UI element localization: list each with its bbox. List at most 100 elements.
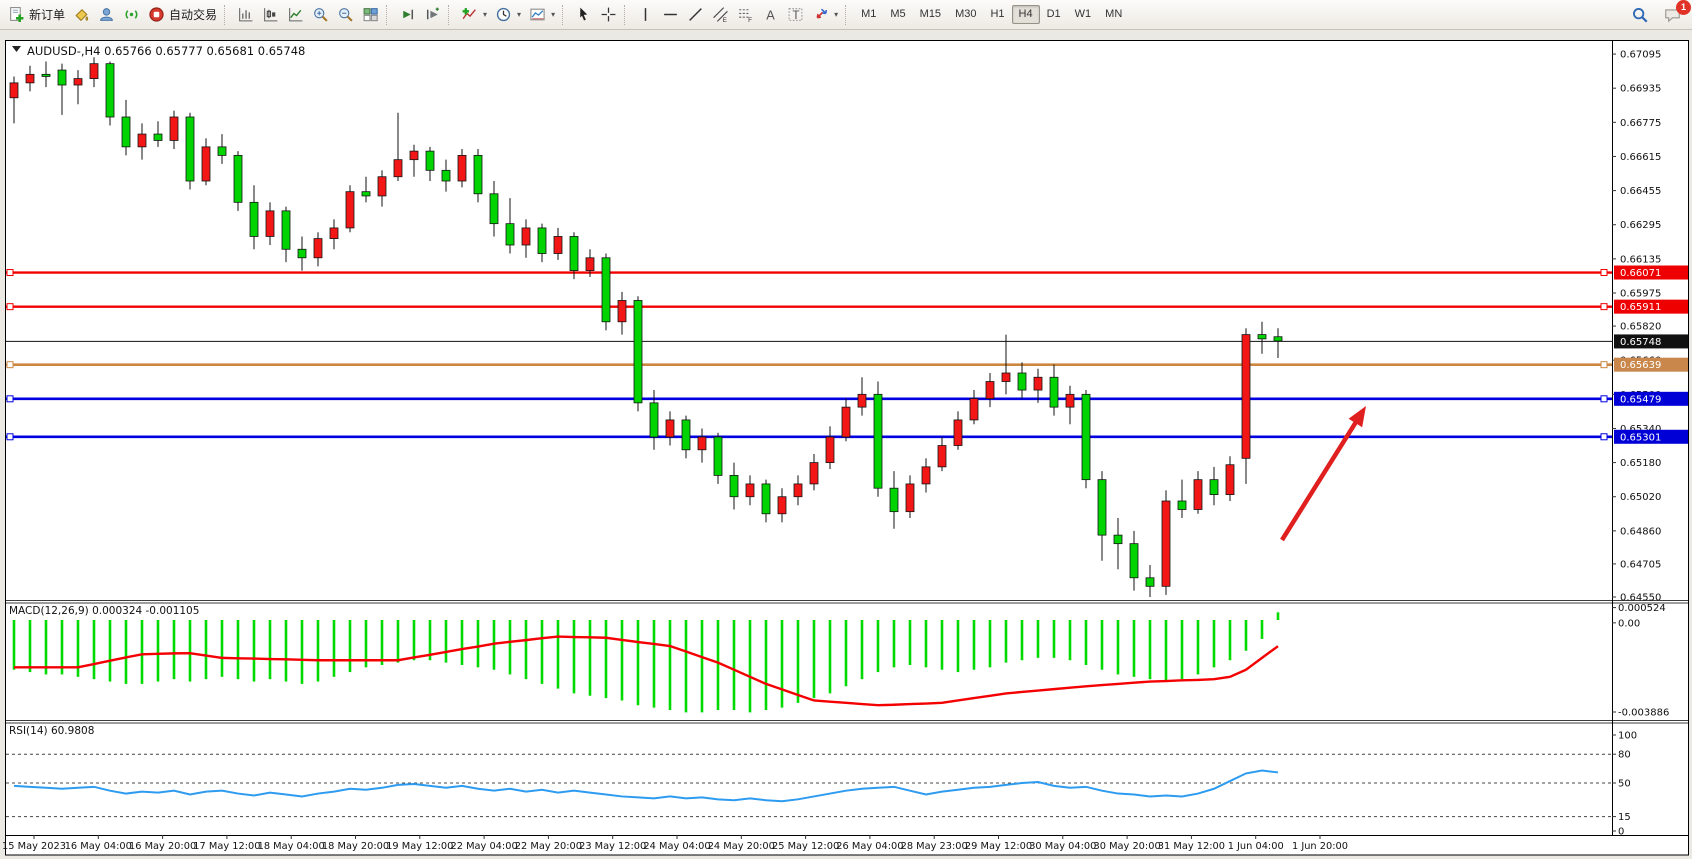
macd-axis-label: -0.003886 [1618, 707, 1669, 718]
chart-window-border [5, 40, 1689, 856]
candle-body [1049, 376, 1059, 408]
search-button[interactable] [1627, 3, 1653, 27]
chart-shift-icon [424, 6, 441, 23]
candle-body [1257, 334, 1267, 340]
new-order-button[interactable]: 新订单 [4, 3, 69, 27]
trend-arrow-head [1348, 406, 1366, 428]
equidistant-channel-tool-button[interactable]: E [708, 3, 733, 27]
signals-button[interactable] [119, 3, 144, 27]
trendline-tool-button[interactable] [683, 3, 708, 27]
timeframe-mn-button[interactable]: MN [1098, 5, 1129, 24]
candle-body [569, 236, 579, 271]
candlestick-mode-button[interactable] [258, 3, 283, 27]
candle-body [1017, 372, 1027, 391]
candle-body [633, 300, 643, 404]
zoom-out-icon [337, 6, 354, 23]
chart-shift-button[interactable] [420, 3, 445, 27]
timeframe-h1-button[interactable]: H1 [983, 5, 1011, 24]
timeframe-w1-button[interactable]: W1 [1068, 5, 1099, 24]
auto-scroll-button[interactable] [395, 3, 420, 27]
price-axis-tick-label: 0.66295 [1620, 220, 1661, 231]
dropdown-caret-icon: ▾ [834, 9, 839, 19]
text-tool-button[interactable]: A [758, 3, 783, 27]
candle-body [1001, 372, 1011, 382]
candles [9, 57, 1283, 597]
candle-body [1177, 500, 1187, 510]
time-axis-label: 22 May 04:00 [451, 841, 518, 852]
time-axis-label: 15 May 2023 [2, 841, 66, 852]
cursor-tool-button[interactable] [571, 3, 596, 27]
line-anchor-handle [6, 395, 14, 403]
periods-button[interactable]: ▾ [491, 3, 525, 27]
price-axis-tick-label: 0.64860 [1620, 526, 1661, 537]
candle-body [953, 419, 963, 446]
time-axis-label: 16 May 20:00 [129, 841, 196, 852]
candle-body [409, 150, 419, 161]
styles-button[interactable] [69, 3, 94, 27]
candle-body [985, 381, 995, 399]
crosshair-tool-button[interactable] [596, 3, 621, 27]
price-axis-tick-label: 0.67095 [1620, 50, 1661, 61]
zoom-in-icon [312, 6, 329, 23]
text-label-tool-button[interactable]: T [783, 3, 808, 27]
notifications-button[interactable]: 1 [1659, 0, 1691, 27]
price-badge-label: 0.65748 [1620, 337, 1661, 348]
indicators-button[interactable]: ▾ [457, 3, 491, 27]
rsi-line [13, 769, 1279, 803]
candle-body [473, 154, 483, 195]
candle-body [1129, 543, 1139, 579]
profile-icon [98, 6, 115, 23]
price-axis: 0.67095 0.66935 0.66775 0.66615 0.66455 0.662… [1612, 50, 1688, 603]
toolbar-grip [224, 4, 229, 25]
line-anchor-handle [6, 303, 14, 311]
rsi-panel: RSI(14) 60.9808 [6, 725, 1612, 818]
timeframe-d1-button[interactable]: D1 [1040, 5, 1068, 24]
toolbar-grip [624, 4, 629, 25]
arrows-tool-button[interactable]: ▾ [808, 3, 842, 27]
price-axis-tick-label: 0.66775 [1620, 118, 1661, 129]
autotrading-button[interactable]: 自动交易 [144, 3, 221, 27]
profiles-button[interactable] [94, 3, 119, 27]
price-badge-label: 0.65301 [1620, 432, 1661, 443]
macd-signal-line [14, 635, 1279, 707]
candle-body [713, 436, 723, 476]
candle-body [1081, 393, 1091, 481]
templates-button[interactable]: ▾ [525, 3, 559, 27]
candle-body [777, 496, 787, 515]
candlestick-chart-icon [262, 6, 279, 23]
toolbar-right-group: 1 [1627, 0, 1691, 27]
vertical-line-tool-button[interactable] [633, 3, 658, 27]
candle-body [41, 73, 51, 77]
timeframe-m15-button[interactable]: M15 [913, 5, 948, 24]
candle-body [233, 154, 243, 203]
tile-windows-button[interactable] [358, 3, 383, 27]
macd-axis-label: 0.00 [1618, 618, 1640, 629]
toolbar-grip [845, 4, 850, 25]
candle-body [73, 78, 83, 86]
price-badge [1614, 429, 1688, 444]
time-axis-label: 28 May 23:00 [901, 841, 968, 852]
price-axis-tick-label: 0.65820 [1620, 322, 1661, 333]
time-axis-label: 18 May 04:00 [258, 841, 325, 852]
indicators-icon [461, 6, 478, 23]
timeframe-m30-button[interactable]: M30 [948, 5, 983, 24]
fibonacci-icon: F [737, 6, 754, 23]
zoom-out-button[interactable] [333, 3, 358, 27]
horizontal-line-tool-button[interactable] [658, 3, 683, 27]
candle-body [489, 193, 499, 225]
line-chart-mode-button[interactable] [283, 3, 308, 27]
zoom-in-button[interactable] [308, 3, 333, 27]
fibonacci-tool-button[interactable]: F [733, 3, 758, 27]
timeframe-m5-button[interactable]: M5 [883, 5, 912, 24]
timeframe-h4-button[interactable]: H4 [1011, 5, 1040, 24]
bar-chart-mode-button[interactable] [233, 3, 258, 27]
price-badge-label: 0.65479 [1620, 394, 1661, 405]
candle-body [873, 393, 883, 489]
time-axis-label: 25 May 12:00 [772, 841, 839, 852]
candle-body [425, 150, 435, 171]
candle-body [217, 146, 227, 156]
timeframe-m1-button[interactable]: M1 [854, 5, 883, 24]
time-axis-label: 19 May 12:00 [386, 841, 453, 852]
candle-body [793, 483, 803, 498]
